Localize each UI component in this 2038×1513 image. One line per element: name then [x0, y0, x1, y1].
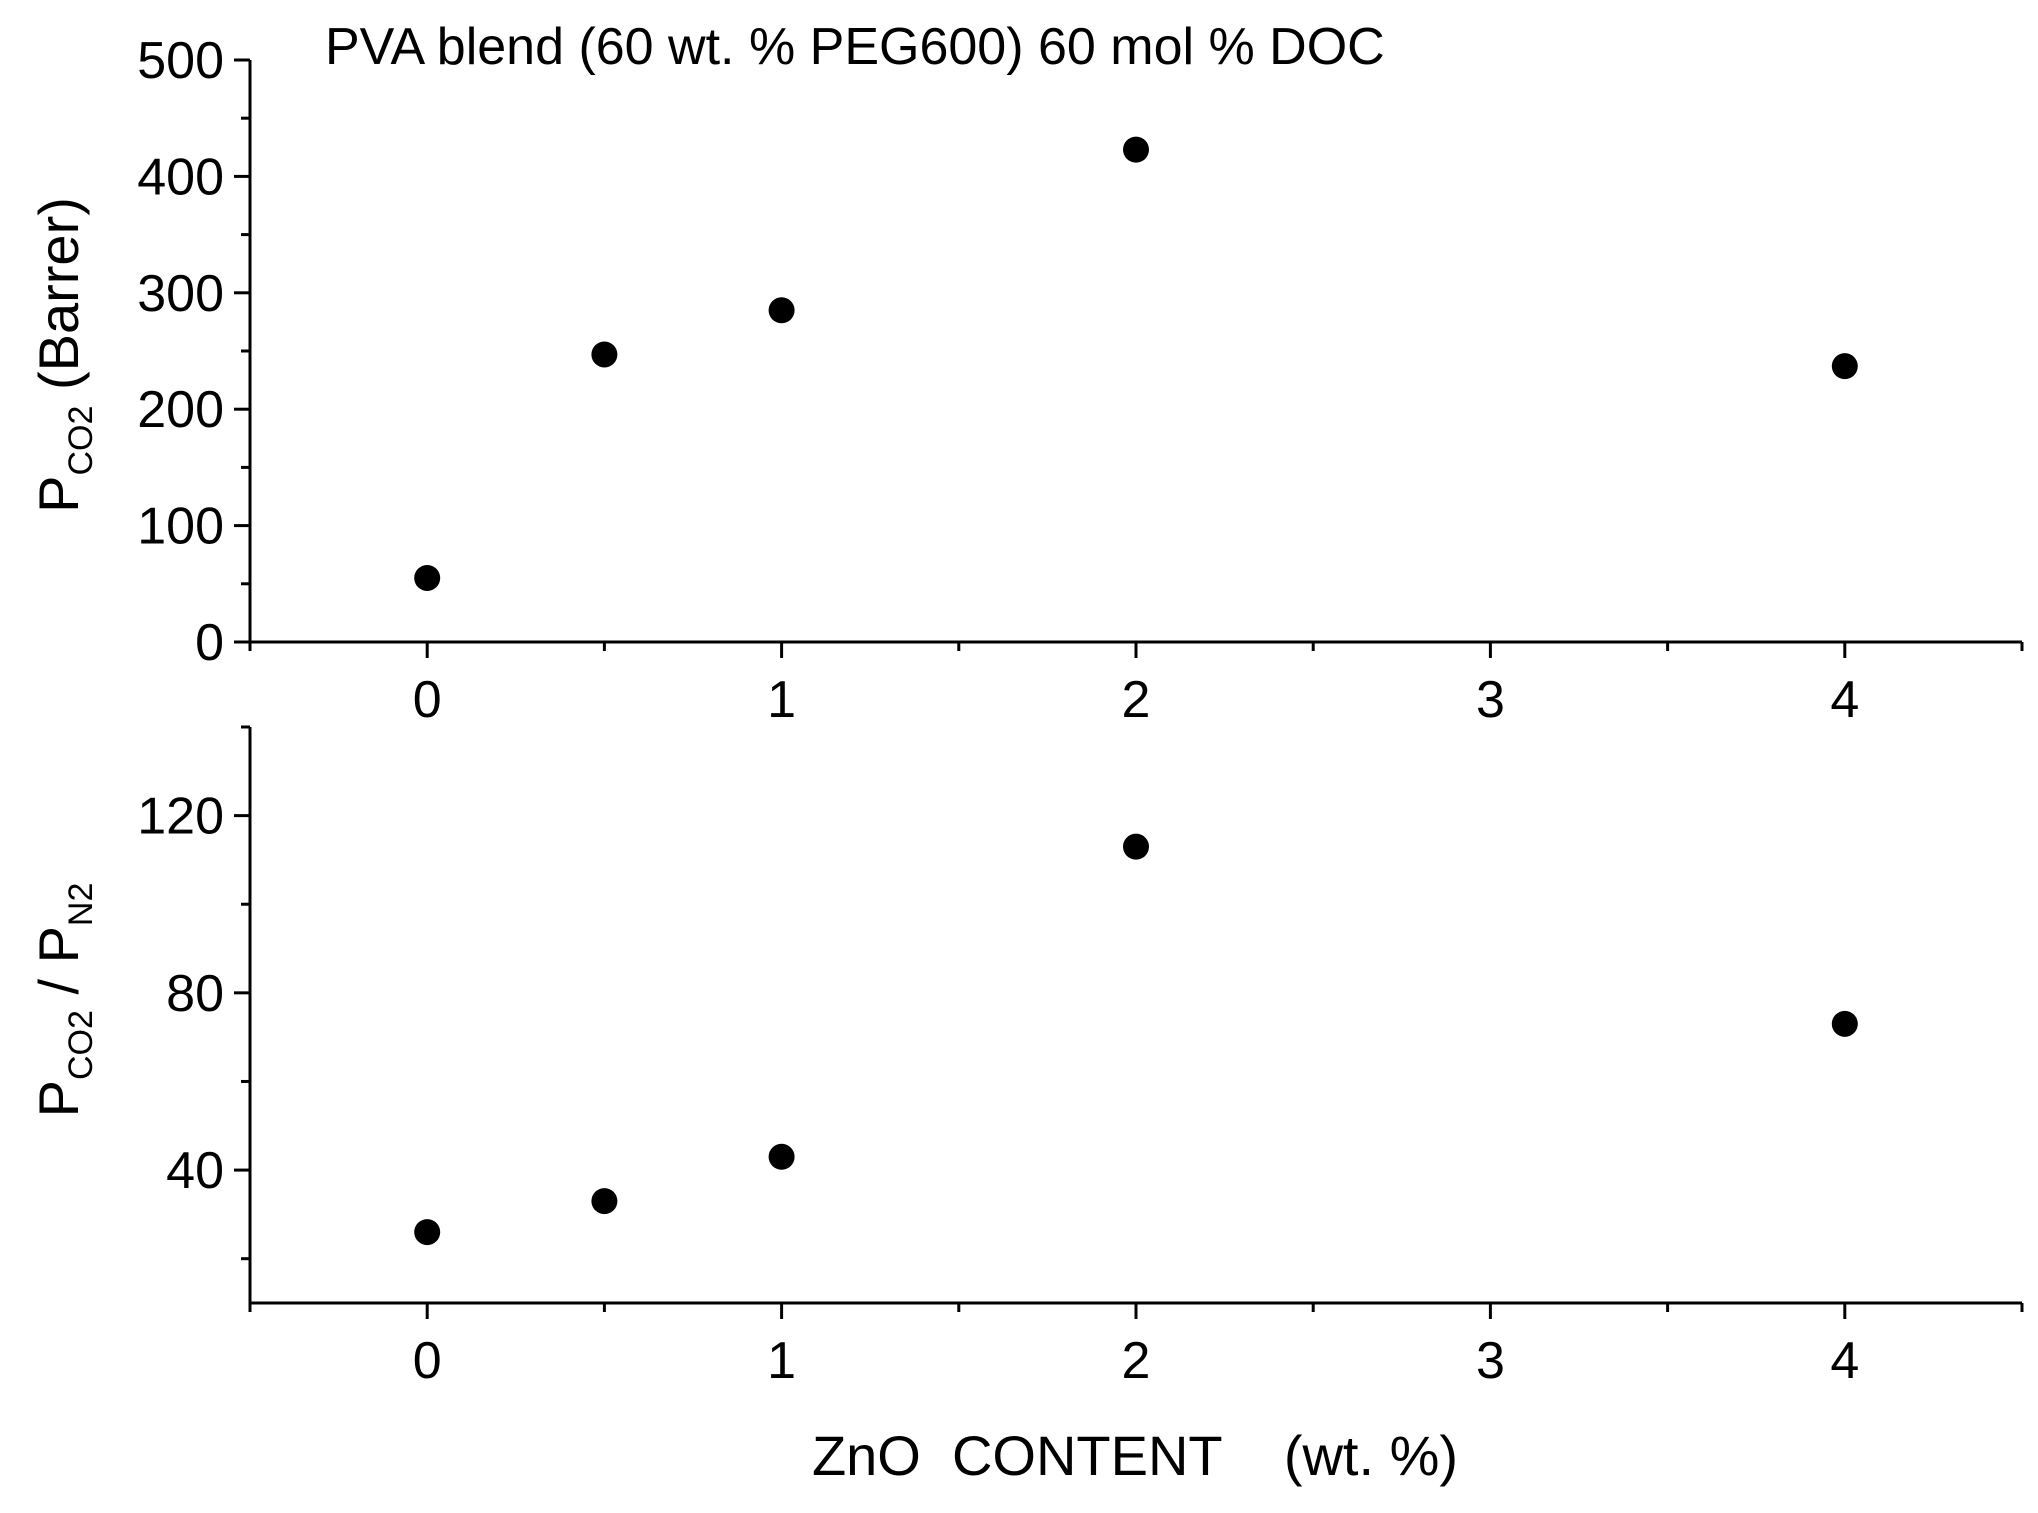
- data-point: [768, 297, 795, 324]
- chart-title: PVA blend (60 wt. % PEG600) 60 mol % DOC: [325, 18, 1385, 76]
- data-point: [1831, 353, 1858, 380]
- y-axis-title: PCO2 / PN2: [27, 883, 100, 1118]
- y-axis-title-p1: P: [27, 1080, 90, 1117]
- y-axis-title-unit: (Barrer): [27, 197, 90, 405]
- y-axis-title-mid: / P: [27, 926, 90, 1010]
- y-tick-label: 80: [166, 965, 224, 1023]
- data-points: [414, 136, 1858, 591]
- y-ticks: 0 100 200 300 400 500: [137, 32, 250, 672]
- x-tick-label: 3: [1476, 671, 1505, 729]
- data-point: [591, 1188, 618, 1215]
- y-axis-title-sub2: N2: [62, 883, 100, 926]
- x-tick-label: 3: [1476, 1332, 1505, 1390]
- y-tick-label: 300: [137, 265, 224, 323]
- y-axis-title-subscript: CO2: [62, 406, 100, 476]
- y-axis-title-sub1: CO2: [62, 1010, 100, 1080]
- x-ticks: 0 1 2 3 4: [248, 1303, 2024, 1390]
- data-point: [414, 564, 441, 591]
- y-tick-label: 100: [137, 498, 224, 556]
- y-tick-label: 200: [137, 381, 224, 439]
- x-tick-label: 1: [767, 671, 796, 729]
- x-tick-label: 2: [1122, 1332, 1151, 1390]
- y-ticks: 40 80 120: [137, 725, 250, 1261]
- x-tick-label: 2: [1122, 671, 1151, 729]
- data-point: [1831, 1010, 1858, 1037]
- x-tick-label: 0: [413, 1332, 442, 1390]
- permeability-panel: PVA blend (60 wt. % PEG600) 60 mol % DOC…: [27, 18, 2024, 729]
- x-tick-label: 1: [767, 1332, 796, 1390]
- data-points: [414, 833, 1858, 1246]
- y-tick-label: 500: [137, 32, 224, 90]
- data-point: [591, 341, 618, 368]
- data-point: [768, 1143, 795, 1170]
- x-tick-label: 4: [1830, 1332, 1859, 1390]
- selectivity-panel: 0 1 2 3 4 40 80 120 PCO2 / PN2 ZnO CONTENT (wt…: [27, 725, 2024, 1487]
- y-tick-label: 120: [137, 788, 224, 846]
- data-point: [1123, 136, 1149, 163]
- y-tick-label: 0: [195, 614, 224, 672]
- x-ticks: 0 1 2 3 4: [248, 642, 2024, 729]
- data-point: [414, 1219, 441, 1246]
- y-tick-label: 40: [166, 1142, 224, 1200]
- x-tick-label: 4: [1830, 671, 1859, 729]
- y-axis-title: PCO2 (Barrer): [27, 197, 100, 513]
- x-tick-label: 0: [413, 671, 442, 729]
- data-point: [1123, 833, 1149, 860]
- y-axis-title-main: P: [27, 476, 90, 513]
- y-tick-label: 400: [137, 148, 224, 206]
- x-axis-title: ZnO CONTENT (wt. %): [812, 1424, 1458, 1487]
